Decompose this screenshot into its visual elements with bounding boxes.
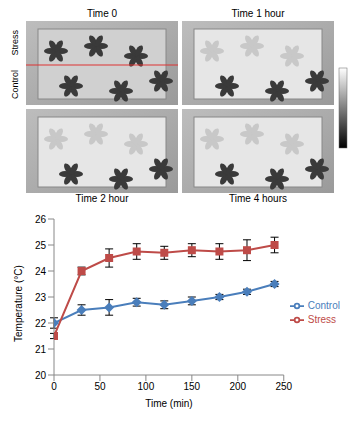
svg-text:50: 50 <box>94 381 106 392</box>
html-text:Control: Control <box>10 70 20 99</box>
svg-text:Temperature (°C): Temperature (°C) <box>13 265 24 342</box>
svg-text:22: 22 <box>35 318 47 329</box>
html-text:Time 0: Time 0 <box>86 8 118 19</box>
svg-text:100: 100 <box>138 381 155 392</box>
html-text:Time 4 hours: Time 4 hours <box>229 193 287 204</box>
html-text:Stress: Stress <box>10 30 20 56</box>
html-text:Time 1 hour: Time 1 hour <box>231 8 285 19</box>
svg-text:26: 26 <box>35 214 47 225</box>
svg-text:23: 23 <box>35 292 47 303</box>
svg-text:21: 21 <box>35 344 47 355</box>
html-text:Time 2 hour: Time 2 hour <box>75 193 129 204</box>
svg-text:Time (min): Time (min) <box>145 398 192 409</box>
svg-text:150: 150 <box>184 381 201 392</box>
svg-text:25: 25 <box>35 240 47 251</box>
svg-text:24: 24 <box>35 266 47 277</box>
svg-text:20: 20 <box>35 370 47 381</box>
svg-text:0: 0 <box>51 381 57 392</box>
svg-text:200: 200 <box>229 381 246 392</box>
html-text:Control: Control <box>307 299 340 311</box>
html-text:Stress: Stress <box>307 313 337 325</box>
svg-text:250: 250 <box>275 381 292 392</box>
